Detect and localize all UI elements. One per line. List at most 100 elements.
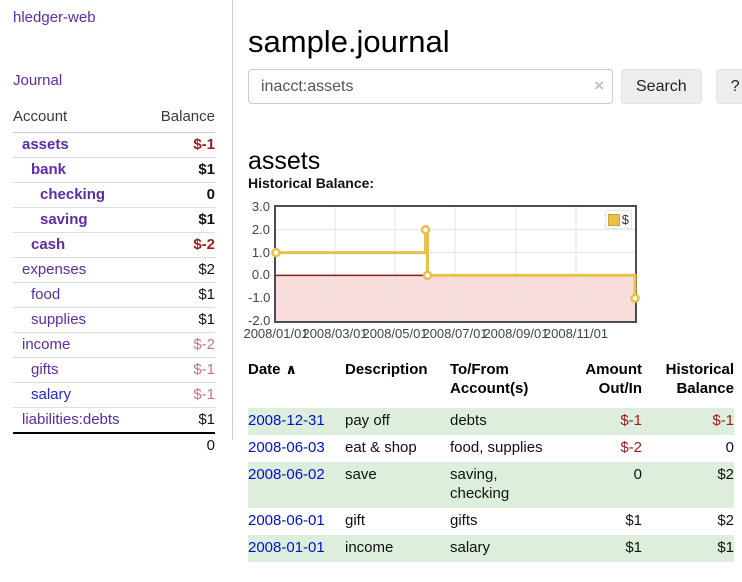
account-balance: $-2 <box>193 236 215 253</box>
account-row: saving $1 <box>13 208 215 233</box>
account-row: bank $1 <box>13 158 215 183</box>
account-link-assets[interactable]: assets <box>22 136 69 153</box>
account-link-saving[interactable]: saving <box>40 211 88 228</box>
accounts-total-value: 0 <box>206 437 215 454</box>
transaction-balance: $2 <box>717 512 734 529</box>
account-link-income[interactable]: income <box>22 336 71 353</box>
account-balance: $1 <box>198 411 215 428</box>
transaction-amount: 0 <box>633 466 642 483</box>
legend-swatch-icon <box>607 213 620 226</box>
help-button[interactable]: ? <box>715 69 742 104</box>
transaction-amount: $-2 <box>620 439 642 456</box>
account-link-supplies[interactable]: supplies <box>31 311 87 328</box>
transaction-date-link[interactable]: 2008-06-02 <box>248 466 325 483</box>
balance-column-header: Balance <box>160 108 215 125</box>
sort-ascending-icon: ∧ <box>285 361 297 377</box>
page-title: sample.journal <box>248 23 450 59</box>
transaction-balance: $1 <box>717 539 734 556</box>
account-row: assets $-1 <box>13 133 215 158</box>
transaction-amount: $1 <box>625 539 642 556</box>
account-balance: $-1 <box>193 386 215 403</box>
sidebar: hledger-web Journal Account Balance asse… <box>0 0 233 454</box>
y-axis-tick-label: 3.0 <box>251 199 270 214</box>
chart-plot-area: $ <box>271 205 640 323</box>
transaction-accounts: saving, checking <box>450 466 510 502</box>
column-header-description: Description <box>345 361 428 378</box>
chart-legend: $ <box>604 210 632 229</box>
column-header-date[interactable]: Date ∧ <box>248 361 297 378</box>
clear-search-icon[interactable]: × <box>594 76 604 95</box>
transaction-description: save <box>345 466 377 483</box>
column-header-balance: Historical Balance <box>665 361 734 397</box>
transaction-balance: $2 <box>717 466 734 483</box>
sidebar-item-journal[interactable]: Journal <box>13 72 63 89</box>
account-balance: 0 <box>206 186 215 203</box>
transaction-accounts: food, supplies <box>450 439 543 456</box>
account-row: expenses $2 <box>13 258 215 283</box>
transaction-accounts: gifts <box>450 512 478 529</box>
transaction-description: pay off <box>345 412 390 429</box>
chart-canvas <box>271 207 640 321</box>
transaction-description: income <box>345 539 394 556</box>
transaction-balance: 0 <box>725 439 734 456</box>
column-header-accounts: To/From Account(s) <box>450 361 529 397</box>
transaction-amount: $-1 <box>620 412 642 429</box>
account-row: food $1 <box>13 283 215 308</box>
account-heading: assets <box>248 146 321 175</box>
brand-link[interactable]: hledger-web <box>13 9 96 26</box>
account-link-expenses[interactable]: expenses <box>22 261 87 278</box>
x-axis-tick-label: 2008/03/01 <box>302 326 368 341</box>
transaction-accounts: debts <box>450 412 487 429</box>
transaction-row: 2008-06-02 save saving, checking 0 $2 <box>248 462 734 508</box>
transaction-amount: $1 <box>625 512 642 529</box>
account-balance: $1 <box>198 286 215 303</box>
chart-title: Historical Balance: <box>248 175 375 191</box>
account-balance: $-1 <box>193 361 215 378</box>
account-balance: $1 <box>198 211 215 228</box>
account-link-bank[interactable]: bank <box>31 161 67 178</box>
y-axis-tick-label: -1.0 <box>248 290 271 306</box>
search-input[interactable] <box>248 69 613 104</box>
transaction-accounts: salary <box>450 539 491 556</box>
transaction-description: gift <box>345 512 366 529</box>
x-axis-tick-label: 2008/09/01 <box>483 326 549 341</box>
accounts-total-row: 0 <box>13 432 215 458</box>
column-header-amount: Amount Out/In <box>585 361 642 397</box>
transaction-row: 2008-12-31 pay off debts $-1 $-1 <box>248 408 734 435</box>
transaction-date-link[interactable]: 2008-01-01 <box>248 539 325 556</box>
register-table: Date ∧ Description To/From Account(s) Amou… <box>248 358 734 562</box>
historical-balance-chart: 3.0 2.0 1.0 0.0 -1.0 -2.0 $ 2008/01/01 2008/03… <box>243 199 734 346</box>
account-balance: $1 <box>198 311 215 328</box>
transaction-row: 2008-06-03 eat & shop food, supplies $-2… <box>248 435 734 462</box>
account-link-checking[interactable]: checking <box>40 186 106 203</box>
transaction-date-link[interactable]: 2008-06-01 <box>248 512 325 529</box>
account-link-gifts[interactable]: gifts <box>31 361 59 378</box>
register-header-row: Date ∧ Description To/From Account(s) Amou… <box>248 358 734 408</box>
y-axis-tick-label: -2.0 <box>248 313 271 328</box>
account-link-cash[interactable]: cash <box>31 236 66 253</box>
transaction-date-link[interactable]: 2008-06-03 <box>248 439 325 456</box>
account-link-food[interactable]: food <box>31 286 61 303</box>
account-row: salary $-1 <box>13 383 215 408</box>
search-button[interactable]: Search <box>621 69 702 104</box>
y-axis-tick-label: 2.0 <box>251 221 270 237</box>
account-row: gifts $-1 <box>13 358 215 383</box>
account-row: cash $-2 <box>13 233 215 258</box>
legend-label: $ <box>621 212 629 227</box>
main-content: sample.journal × Search ? assets Histori… <box>234 0 742 582</box>
account-balance: $-2 <box>193 336 215 353</box>
account-row: income $-2 <box>13 333 215 358</box>
transaction-date-link[interactable]: 2008-12-31 <box>248 412 325 429</box>
transaction-description: eat & shop <box>345 439 417 456</box>
account-row: supplies $1 <box>13 308 215 333</box>
account-link-salary[interactable]: salary <box>31 386 72 403</box>
x-axis-tick-label: 2008/11/01 <box>543 326 609 341</box>
transaction-balance: $-1 <box>712 412 734 429</box>
account-link-liabilities-debts[interactable]: liabilities:debts <box>22 411 120 428</box>
accounts-table: Account Balance assets $-1 bank $1 check… <box>13 107 215 458</box>
account-column-header: Account <box>13 108 68 125</box>
y-axis-tick-label: 0.0 <box>251 267 270 283</box>
account-row: checking 0 <box>13 183 215 208</box>
transaction-row: 2008-06-01 gift gifts $1 $2 <box>248 508 734 535</box>
x-axis-tick-label: 2008/07/01 <box>422 326 488 341</box>
